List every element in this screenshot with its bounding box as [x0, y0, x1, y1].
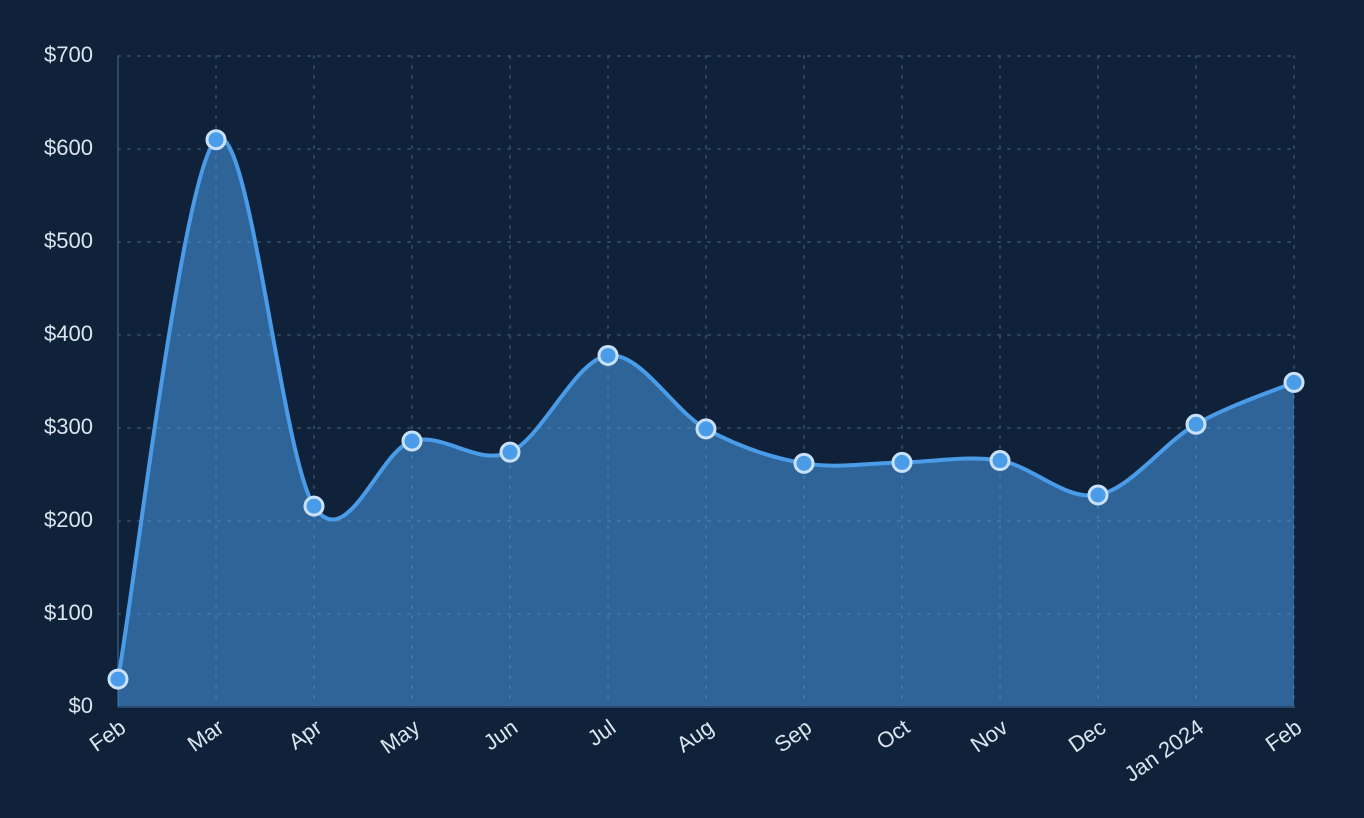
data-point: [205, 129, 227, 151]
x-tick-label: Jun: [479, 714, 522, 755]
data-point: [989, 450, 1011, 472]
data-point: [303, 495, 325, 517]
x-tick-label: Sep: [770, 714, 816, 757]
x-tick-label: Dec: [1064, 714, 1110, 757]
x-tick-label: Mar: [183, 714, 228, 756]
x-tick-label: Jan 2024: [1120, 714, 1208, 786]
data-point: [793, 452, 815, 474]
x-tick-label: Jul: [583, 714, 620, 751]
data-point: [499, 441, 521, 463]
y-tick-label: $500: [44, 228, 93, 253]
y-tick-label: $300: [44, 414, 93, 439]
data-point: [1283, 371, 1305, 393]
y-tick-label: $200: [44, 507, 93, 532]
x-tick-label: May: [376, 714, 424, 758]
x-tick-label: Aug: [672, 714, 718, 757]
y-tick-label: $700: [44, 42, 93, 67]
y-tick-label: $600: [44, 135, 93, 160]
x-tick-label: Oct: [872, 714, 914, 754]
x-tick-label: Feb: [1261, 714, 1306, 756]
area-fill: [118, 137, 1294, 707]
data-point: [597, 344, 619, 366]
y-tick-label: $100: [44, 600, 93, 625]
x-tick-label: Apr: [284, 714, 326, 754]
x-tick-label: Feb: [85, 714, 130, 756]
data-point: [891, 451, 913, 473]
data-point: [1185, 413, 1207, 435]
y-tick-label: $0: [69, 693, 93, 718]
data-point: [695, 418, 717, 440]
data-point: [401, 430, 423, 452]
data-point: [1087, 484, 1109, 506]
x-tick-label: Nov: [966, 714, 1012, 757]
y-tick-label: $400: [44, 321, 93, 346]
data-point: [107, 668, 129, 690]
